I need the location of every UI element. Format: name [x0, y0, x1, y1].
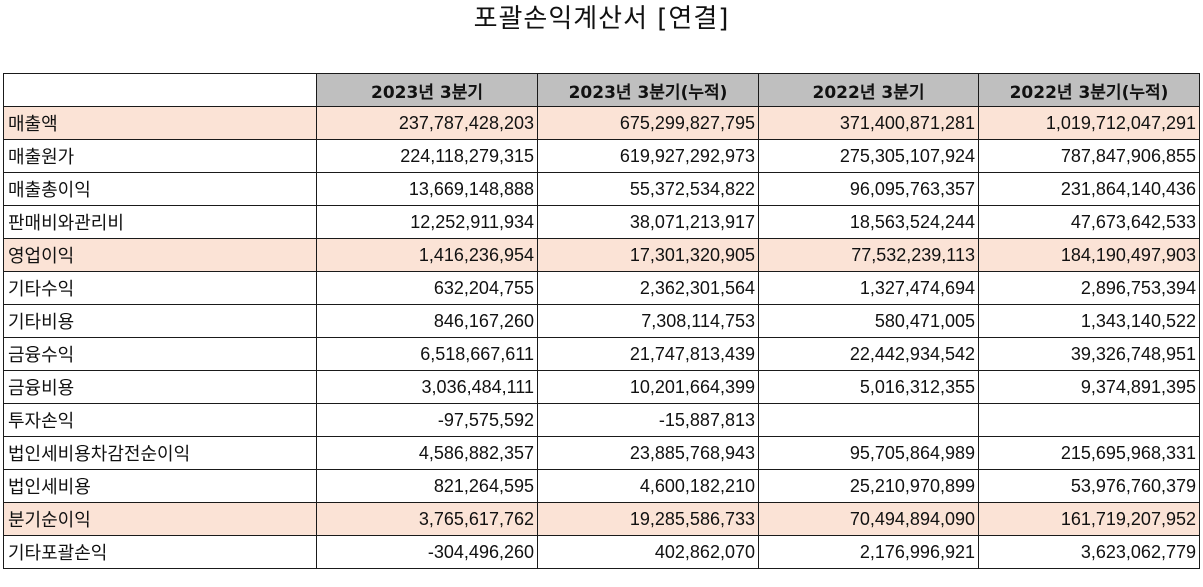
- value-cell: 215,695,968,331: [978, 436, 1200, 470]
- row-label: 영업이익: [3, 238, 317, 272]
- table-row: 기타비용 846,167,260 7,308,114,753 580,471,005 1…: [3, 304, 1200, 338]
- table-row: 기타수익 632,204,755 2,362,301,564 1,327,474,69…: [3, 271, 1200, 305]
- value-cell: 55,372,534,822: [537, 172, 759, 206]
- value-cell: 39,326,748,951: [978, 337, 1200, 371]
- value-cell: 25,210,970,899: [758, 469, 979, 503]
- value-cell: [978, 403, 1200, 437]
- table-row: 금융비용 3,036,484,111 10,201,664,399 5,016,312…: [3, 370, 1200, 404]
- row-label: 매출원가: [3, 139, 317, 173]
- value-cell: 53,976,760,379: [978, 469, 1200, 503]
- value-cell: 1,416,236,954: [316, 238, 538, 272]
- value-cell: 2,176,996,921: [758, 535, 979, 569]
- table-row: 영업이익 1,416,236,954 17,301,320,905 77,532,23…: [3, 238, 1200, 272]
- header-blank-cell: [3, 73, 317, 107]
- row-label: 기타수익: [3, 271, 317, 305]
- row-label: 법인세비용: [3, 469, 317, 503]
- value-cell: 21,747,813,439: [537, 337, 759, 371]
- table-row: 기타포괄손익 -304,496,260 402,862,070 2,176,996,9…: [3, 535, 1200, 569]
- value-cell: 12,252,911,934: [316, 205, 538, 239]
- value-cell: 3,623,062,779: [978, 535, 1200, 569]
- value-cell: 6,518,667,611: [316, 337, 538, 371]
- value-cell: [758, 403, 979, 437]
- row-label: 매출총이익: [3, 172, 317, 206]
- table-row: 법인세비용차감전순이익 4,586,882,357 23,885,768,943 95…: [3, 436, 1200, 470]
- table-row: 투자손익 -97,575,592 -15,887,813: [3, 403, 1200, 437]
- row-label: 분기순이익: [3, 502, 317, 536]
- value-cell: 675,299,827,795: [537, 106, 759, 140]
- column-header-2023-q3: 2023년 3분기: [316, 73, 538, 107]
- header-row: 2023년 3분기 2023년 3분기(누적) 2022년 3분기 2022년 …: [3, 73, 1200, 107]
- row-label: 금융비용: [3, 370, 317, 404]
- value-cell: 10,201,664,399: [537, 370, 759, 404]
- value-cell: 787,847,906,855: [978, 139, 1200, 173]
- value-cell: 632,204,755: [316, 271, 538, 305]
- value-cell: 18,563,524,244: [758, 205, 979, 239]
- value-cell: -97,575,592: [316, 403, 538, 437]
- value-cell: 7,308,114,753: [537, 304, 759, 338]
- row-label: 법인세비용차감전순이익: [3, 436, 317, 470]
- table-row: 매출원가 224,118,279,315 619,927,292,973 275,30…: [3, 139, 1200, 173]
- table-row: 법인세비용 821,264,595 4,600,182,210 25,210,970,…: [3, 469, 1200, 503]
- value-cell: 38,071,213,917: [537, 205, 759, 239]
- value-cell: 9,374,891,395: [978, 370, 1200, 404]
- value-cell: 19,285,586,733: [537, 502, 759, 536]
- table-row: 분기순이익 3,765,617,762 19,285,586,733 70,494,8…: [3, 502, 1200, 536]
- value-cell: 77,532,239,113: [758, 238, 979, 272]
- column-header-2023-q3-cumulative: 2023년 3분기(누적): [537, 73, 759, 107]
- table-row: 매출액 237,787,428,203 675,299,827,795 371,400…: [3, 106, 1200, 140]
- value-cell: 224,118,279,315: [316, 139, 538, 173]
- row-label: 기타비용: [3, 304, 317, 338]
- value-cell: 1,327,474,694: [758, 271, 979, 305]
- row-label: 매출액: [3, 106, 317, 140]
- value-cell: 47,673,642,533: [978, 205, 1200, 239]
- value-cell: 4,586,882,357: [316, 436, 538, 470]
- value-cell: 275,305,107,924: [758, 139, 979, 173]
- table-body: 매출액 237,787,428,203 675,299,827,795 371,400…: [3, 106, 1200, 569]
- value-cell: 619,927,292,973: [537, 139, 759, 173]
- value-cell: -304,496,260: [316, 535, 538, 569]
- value-cell: 237,787,428,203: [316, 106, 538, 140]
- value-cell: 846,167,260: [316, 304, 538, 338]
- value-cell: 821,264,595: [316, 469, 538, 503]
- value-cell: 22,442,934,542: [758, 337, 979, 371]
- table-row: 매출총이익 13,669,148,888 55,372,534,822 96,095,…: [3, 172, 1200, 206]
- value-cell: 4,600,182,210: [537, 469, 759, 503]
- value-cell: 1,019,712,047,291: [978, 106, 1200, 140]
- value-cell: 231,864,140,436: [978, 172, 1200, 206]
- table-row: 판매비와관리비 12,252,911,934 38,071,213,917 18,56…: [3, 205, 1200, 239]
- column-header-2022-q3: 2022년 3분기: [758, 73, 979, 107]
- value-cell: 580,471,005: [758, 304, 979, 338]
- row-label: 판매비와관리비: [3, 205, 317, 239]
- column-header-2022-q3-cumulative: 2022년 3분기(누적): [978, 73, 1200, 107]
- value-cell: 23,885,768,943: [537, 436, 759, 470]
- value-cell: -15,887,813: [537, 403, 759, 437]
- row-label: 기타포괄손익: [3, 535, 317, 569]
- value-cell: 70,494,894,090: [758, 502, 979, 536]
- income-statement-table: 2023년 3분기 2023년 3분기(누적) 2022년 3분기 2022년 …: [3, 73, 1200, 569]
- value-cell: 2,362,301,564: [537, 271, 759, 305]
- table-row: 금융수익 6,518,667,611 21,747,813,439 22,442,93…: [3, 337, 1200, 371]
- page-title: 포괄손익계산서 [연결]: [473, 4, 730, 34]
- value-cell: 3,036,484,111: [316, 370, 538, 404]
- row-label: 투자손익: [3, 403, 317, 437]
- value-cell: 3,765,617,762: [316, 502, 538, 536]
- row-label: 금융수익: [3, 337, 317, 371]
- value-cell: 1,343,140,522: [978, 304, 1200, 338]
- value-cell: 371,400,871,281: [758, 106, 979, 140]
- value-cell: 402,862,070: [537, 535, 759, 569]
- value-cell: 161,719,207,952: [978, 502, 1200, 536]
- value-cell: 13,669,148,888: [316, 172, 538, 206]
- value-cell: 2,896,753,394: [978, 271, 1200, 305]
- value-cell: 17,301,320,905: [537, 238, 759, 272]
- value-cell: 5,016,312,355: [758, 370, 979, 404]
- value-cell: 95,705,864,989: [758, 436, 979, 470]
- value-cell: 184,190,497,903: [978, 238, 1200, 272]
- value-cell: 96,095,763,357: [758, 172, 979, 206]
